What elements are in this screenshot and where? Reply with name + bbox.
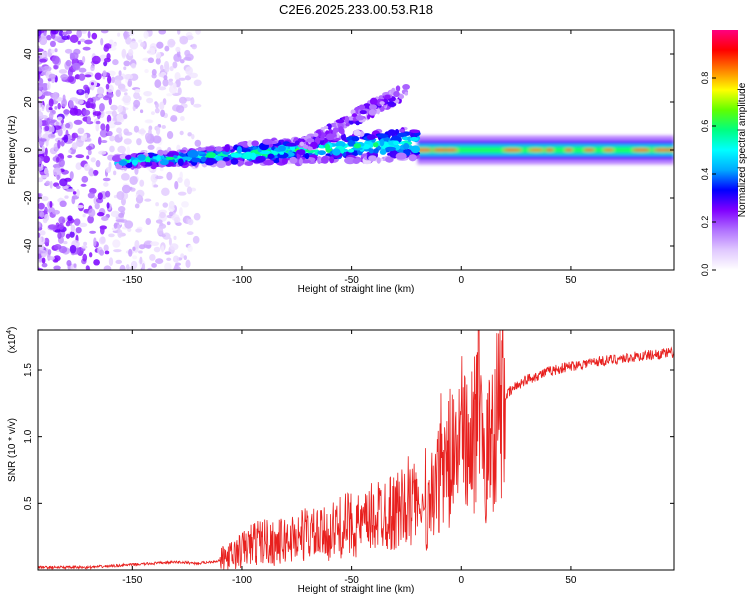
spectrogram-x-tick-label: -100 — [232, 275, 252, 286]
colorbar-tick-label: 0.2 — [700, 216, 710, 229]
snr-scale-label: (x104) — [6, 327, 18, 354]
snr-frame — [37, 329, 675, 571]
snr-y-tick-label: 1.0 — [23, 429, 34, 443]
snr-scale-prefix: (x10 — [7, 333, 18, 353]
colorbar-tick-label: 0.0 — [700, 264, 710, 277]
snr-x-tick-label: -50 — [344, 575, 359, 586]
colorbar-tick-label: 0.6 — [700, 120, 710, 133]
spectrogram-y-tick-label: -40 — [23, 238, 34, 253]
snr-x-ticks: -150 -100 -50 0 50 — [122, 330, 577, 586]
snr-panel: -150 -100 -50 0 50 0.5 1.0 1.5 Height of strai… — [6, 327, 675, 595]
spectrogram-x-tick-label: -50 — [344, 275, 359, 286]
snr-scale-exponent: 4 — [6, 330, 13, 334]
colorbar-ticks: 0.0 0.2 0.4 0.6 0.8 — [700, 72, 716, 277]
snr-x-label: Height of straight line (km) — [298, 584, 415, 595]
colorbar-gradient — [712, 30, 738, 270]
snr-y-tick-label: 0.5 — [23, 496, 34, 510]
svg-text:(x104): (x104) — [6, 327, 18, 354]
spectrogram-x-label: Height of straight line (km) — [298, 284, 415, 295]
snr-x-tick-label: -150 — [122, 575, 142, 586]
snr-y-ticks: 0.5 1.0 1.5 — [23, 363, 674, 510]
spectrogram-y-ticks: -40 -20 0 20 40 — [23, 48, 674, 253]
spectrogram-x-ticks: -150 -100 -50 0 50 — [122, 30, 577, 286]
spectrogram-y-label: Frequency (Hz) — [7, 116, 18, 185]
spectrogram-heatmap — [38, 30, 674, 270]
snr-y-tick-label: 1.5 — [23, 363, 34, 377]
figure-title: C2E6.2025.233.00.53.R18 — [279, 2, 433, 17]
snr-x-tick-label: 0 — [458, 575, 464, 586]
snr-x-tick-label: -100 — [232, 575, 252, 586]
spectrogram-x-tick-label: 0 — [458, 275, 464, 286]
spectrogram-y-tick-label: 20 — [23, 96, 34, 108]
spectrogram-y-tick-label: 0 — [23, 147, 34, 153]
spectrogram-y-tick-label: 40 — [23, 48, 34, 60]
colorbar-tick-label: 0.8 — [700, 72, 710, 85]
snr-series-line — [38, 330, 674, 570]
colorbar-tick-label: 0.4 — [700, 168, 710, 181]
spectrogram-panel: -150 -100 -50 0 50 -40 -20 0 20 40 Height of str… — [7, 29, 675, 295]
spectrogram-x-tick-label: -150 — [122, 275, 142, 286]
spectrogram-x-tick-label: 50 — [565, 275, 577, 286]
colorbar-label: Normalized spectral amplitude — [737, 82, 748, 217]
colorbar: 0.0 0.2 0.4 0.6 0.8 Normalized spectral ampl… — [700, 30, 748, 276]
snr-y-label: SNR (10 * v/v) — [7, 418, 18, 482]
spectrogram-y-tick-label: -20 — [23, 190, 34, 205]
snr-x-tick-label: 50 — [565, 575, 577, 586]
